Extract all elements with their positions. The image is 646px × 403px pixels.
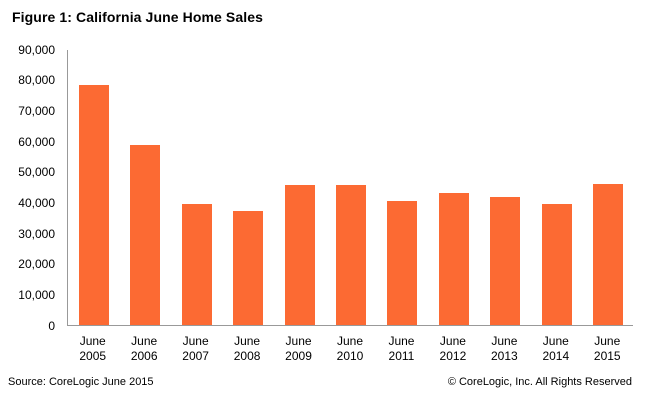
y-axis-tick-label: 50,000 <box>18 165 55 180</box>
x-axis-tick-label: June 2010 <box>336 334 364 363</box>
bar-june-2010 <box>336 185 366 325</box>
x-axis-tick-label: June 2015 <box>593 334 621 363</box>
x-axis-tick-label: June 2008 <box>233 334 261 363</box>
bar-june-2012 <box>438 193 469 325</box>
x-axis-tick-label: June 2011 <box>388 334 415 363</box>
bar-june-2011 <box>387 200 418 325</box>
bar-june-2007 <box>181 204 212 325</box>
bar-june-2008 <box>233 211 264 325</box>
x-axis-tick-label: June 2013 <box>491 334 518 363</box>
bar-june-2009 <box>284 184 315 325</box>
bar-june-2013 <box>490 196 521 325</box>
y-axis-tick-label: 20,000 <box>18 257 55 272</box>
chart-title: Figure 1: California June Home Sales <box>12 9 263 25</box>
bar-june-2006 <box>130 144 161 325</box>
x-axis-tick-label: June 2005 <box>79 334 107 363</box>
y-axis-tick-label: 70,000 <box>18 103 55 118</box>
x-axis-tick-label: June 2006 <box>130 334 158 363</box>
copyright-note: © CoreLogic, Inc. All Rights Reserved <box>447 376 632 388</box>
bar-june-2014 <box>541 203 572 325</box>
y-axis-tick-label: 90,000 <box>18 42 55 57</box>
y-axis-tick-label: 60,000 <box>18 134 55 149</box>
x-axis-tick-label: June 2007 <box>182 334 209 363</box>
bar-june-2005 <box>78 84 109 325</box>
x-axis-tick-label: June 2012 <box>439 334 467 363</box>
source-note: Source: CoreLogic June 2015 <box>8 376 154 388</box>
y-axis-tick-label: 40,000 <box>18 195 55 210</box>
y-axis-tick-label: 80,000 <box>18 73 55 88</box>
y-axis-tick-label: 0 <box>48 318 55 333</box>
y-axis-tick-label: 10,000 <box>18 287 55 302</box>
x-axis-tick-label: June 2009 <box>285 334 312 363</box>
x-axis-tick-label: June 2014 <box>542 334 570 363</box>
plot-area <box>67 50 633 326</box>
bar-june-2015 <box>593 184 624 325</box>
y-axis-tick-label: 30,000 <box>18 226 55 241</box>
